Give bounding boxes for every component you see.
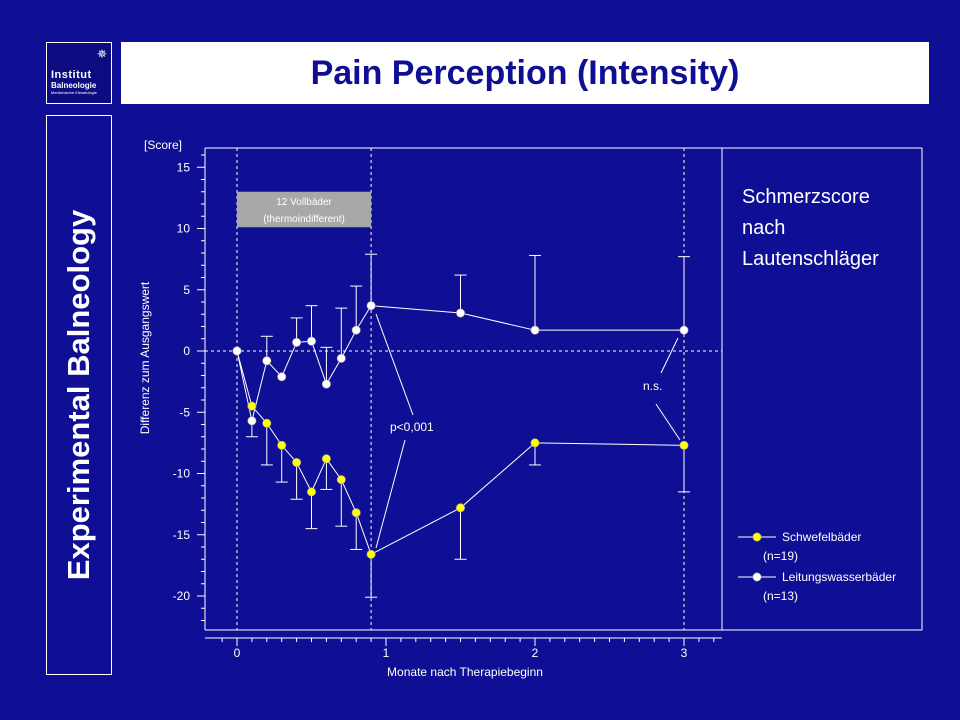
p-value-pointer-bottom <box>375 439 406 549</box>
logo-line-klimatologie: Medizinische Klimatologie <box>51 90 98 95</box>
sidebar-label-box: Experimental Balneology <box>46 115 112 675</box>
legend-series-n: (n=19) <box>763 549 798 563</box>
x-tick-label: 1 <box>383 646 390 660</box>
logo-line-institut: Institut <box>51 69 92 81</box>
x-tick-label: 3 <box>681 646 688 660</box>
data-point-leitung <box>306 336 316 346</box>
x-axis-label: Monate nach Therapiebeginn <box>387 665 543 679</box>
data-point-leitung <box>351 325 361 335</box>
data-point-schwefel <box>247 401 257 411</box>
y-tick-label: -20 <box>173 589 191 603</box>
legend-marker <box>752 532 762 542</box>
y-tick-label: -5 <box>179 405 190 419</box>
data-point-schwefel <box>530 438 540 448</box>
y-tick-label: -10 <box>173 467 191 481</box>
data-point-leitung <box>247 416 257 426</box>
data-point-schwefel <box>366 549 376 559</box>
x-tick-label: 2 <box>532 646 539 660</box>
logo-line-balneologie: Balneologie <box>51 81 97 90</box>
ns-annotation: n.s. <box>643 379 662 393</box>
legend-title-line: Lautenschläger <box>742 248 879 270</box>
emblem-icon: ✵ <box>96 47 107 61</box>
treatment-label-line1: 12 Vollbäder <box>276 197 332 208</box>
data-point-leitung <box>262 356 272 366</box>
data-point-leitung <box>366 301 376 311</box>
y-tick-label: -15 <box>173 528 191 542</box>
data-point-leitung <box>292 337 302 347</box>
data-point-leitung <box>232 346 242 356</box>
treatment-box <box>237 191 372 228</box>
data-point-leitung <box>321 379 331 389</box>
legend-series-name: Schwefelbäder <box>782 530 861 544</box>
data-point-schwefel <box>262 418 272 428</box>
legend-series-n: (n=13) <box>763 589 798 603</box>
legend-title-line: Schmerzscore <box>742 186 870 208</box>
data-point-schwefel <box>455 503 465 513</box>
title-banner: Pain Perception (Intensity) <box>121 42 929 104</box>
data-point-schwefel <box>351 508 361 518</box>
x-tick-label: 0 <box>234 646 241 660</box>
p-value-annotation: p<0,001 <box>390 420 434 434</box>
data-point-leitung <box>277 372 287 382</box>
ns-pointer-bottom <box>655 403 681 441</box>
legend-title-line: nach <box>742 217 785 239</box>
data-point-leitung <box>530 325 540 335</box>
institute-logo: ✵ Institut Balneologie Medizinische Klim… <box>46 42 112 104</box>
y-tick-label: 5 <box>183 283 190 297</box>
series-line-leitung <box>236 305 684 421</box>
data-point-leitung <box>679 325 689 335</box>
data-point-schwefel <box>679 440 689 450</box>
y-unit-label: [Score] <box>144 138 182 152</box>
data-point-schwefel <box>336 475 346 485</box>
treatment-label-line2: (thermoindifferent) <box>263 214 345 225</box>
p-value-pointer-top <box>375 313 414 416</box>
ns-pointer-top <box>660 337 679 374</box>
page-title: Pain Perception (Intensity) <box>310 53 740 92</box>
data-point-leitung <box>336 353 346 363</box>
data-point-schwefel <box>292 457 302 467</box>
y-tick-label: 0 <box>183 344 190 358</box>
legend-series-name: Leitungswasserbäder <box>782 570 896 584</box>
data-point-schwefel <box>306 487 316 497</box>
y-tick-label: 15 <box>177 160 191 174</box>
legend-marker <box>752 572 762 582</box>
y-axis-label: Differenz zum Ausgangswert <box>138 281 152 434</box>
data-point-schwefel <box>321 454 331 464</box>
data-point-schwefel <box>277 440 287 450</box>
y-tick-label: 10 <box>177 222 191 236</box>
data-point-leitung <box>455 308 465 318</box>
